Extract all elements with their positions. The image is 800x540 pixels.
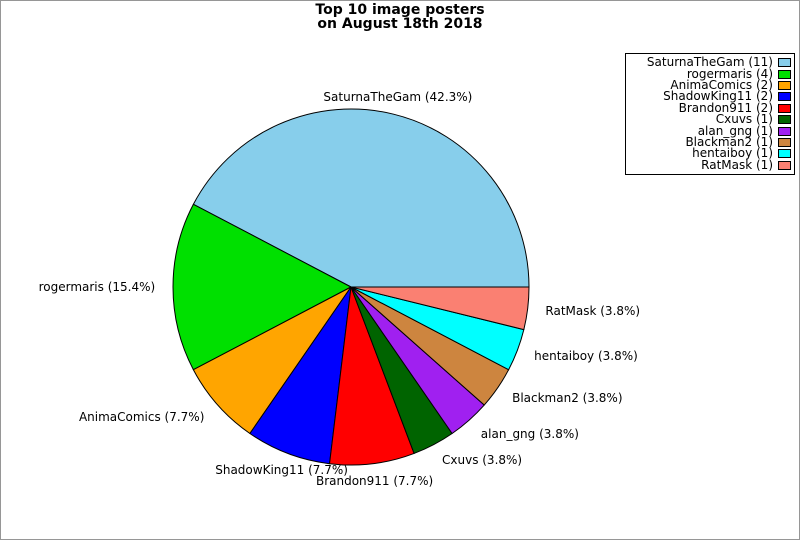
legend-label: rogermaris (4) [686, 66, 773, 81]
chart-title-line1: Top 10 image posters [315, 2, 485, 18]
pie-slice-RatMask [350, 286, 530, 331]
legend-swatch [778, 160, 791, 170]
legend-label: alan_gng (1) [697, 123, 773, 138]
legend-swatch [778, 137, 791, 147]
legend-swatch [778, 69, 791, 79]
legend-label: RatMask (1) [701, 157, 773, 172]
legend-item-Blackman2: Blackman2 (1) [630, 134, 791, 149]
slice-label-AnimaComics: AnimaComics (7.7%) [78, 409, 205, 424]
legend-item-rogermaris: rogermaris (4) [630, 66, 791, 81]
slice-label-ShadowKing11: ShadowKing11 (7.7%) [215, 463, 348, 478]
slice-label-alan_gng: alan_gng (3.8%) [480, 426, 579, 441]
chart-title: Top 10 image posters on August 18th 2018 [1, 2, 799, 32]
legend-label: Blackman2 (1) [685, 134, 773, 149]
legend-label: Brandon911 (2) [678, 100, 773, 115]
slice-label-Cxuvs: Cxuvs (3.8%) [442, 453, 523, 468]
legend-swatch [778, 92, 791, 102]
legend-swatch [778, 149, 791, 159]
legend-item-hentaiboy: hentaiboy (1) [630, 146, 791, 161]
slice-label-rogermaris: rogermaris (15.4%) [38, 280, 156, 294]
legend-label: AnimaComics (2) [670, 77, 773, 92]
legend-swatch [778, 126, 791, 136]
legend-swatch [778, 103, 791, 113]
legend-item-SaturnaTheGam: SaturnaTheGam (11) [630, 55, 791, 70]
legend: SaturnaTheGam (11) rogermaris (4) AnimaCom… [625, 53, 795, 175]
legend-swatch [778, 80, 791, 90]
slice-label-RatMask: RatMask (3.8%) [545, 303, 641, 318]
pie-slice-SaturnaTheGam [192, 108, 530, 288]
legend-item-ShadowKing11: ShadowKing11 (2) [630, 89, 791, 104]
legend-label: SaturnaTheGam (11) [646, 55, 773, 70]
legend-swatch [778, 115, 791, 125]
slice-label-hentaiboy: hentaiboy (3.8%) [534, 349, 638, 364]
chart-title-line2: on August 18th 2018 [317, 15, 483, 32]
legend-item-AnimaComics: AnimaComics (2) [630, 77, 791, 92]
legend-label: ShadowKing11 (2) [663, 89, 773, 104]
slice-label-Blackman2: Blackman2 (3.8%) [512, 391, 623, 406]
legend-swatch [778, 58, 791, 68]
slice-label-SaturnaTheGam: SaturnaTheGam (42.3%) [323, 89, 473, 104]
pie-slice-rogermaris [172, 203, 352, 371]
legend-item-Brandon911: Brandon911 (2) [630, 100, 791, 115]
legend-item-Cxuvs: Cxuvs (1) [630, 112, 791, 127]
legend-label: hentaiboy (1) [692, 146, 773, 161]
legend-label: Cxuvs (1) [715, 112, 773, 127]
legend-item-RatMask: RatMask (1) [630, 157, 791, 172]
slice-label-Brandon911: Brandon911 (7.7%) [315, 474, 434, 489]
legend-item-alan_gng: alan_gng (1) [630, 123, 791, 138]
